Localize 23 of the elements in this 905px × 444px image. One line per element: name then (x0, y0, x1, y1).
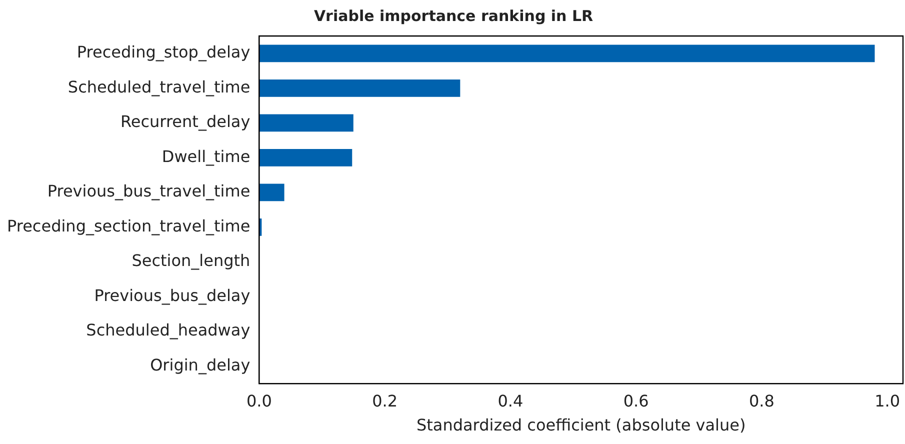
bar (259, 44, 875, 62)
y-tick-label: Section_length (132, 251, 250, 270)
x-tick-label: 0.6 (623, 391, 649, 410)
y-tick-label: Recurrent_delay (120, 112, 250, 132)
y-tick-label: Preceding_stop_delay (76, 42, 250, 62)
bar (259, 79, 460, 97)
y-tick-label: Origin_delay (150, 355, 250, 374)
x-tick-label: 0.8 (748, 391, 774, 410)
x-tick-label: 1.0 (874, 391, 900, 410)
y-tick-label: Scheduled_travel_time (68, 77, 250, 96)
y-tick-label: Preceding_section_travel_time (6, 216, 250, 236)
chart-title: Vriable importance ranking in LR (314, 6, 594, 25)
bar (259, 148, 352, 166)
y-tick-label: Dwell_time (162, 146, 250, 166)
x-axis-title: Standardized coefficient (absolute value) (416, 416, 746, 435)
y-tick-label: Previous_bus_delay (94, 286, 250, 305)
x-tick-label: 0.2 (372, 391, 398, 410)
x-tick-label: 0.0 (246, 391, 272, 410)
y-tick-label: Scheduled_headway (86, 320, 250, 340)
y-tick-label: Previous_bus_travel_time (47, 182, 250, 201)
x-tick-label: 0.4 (498, 391, 524, 410)
bar (259, 114, 354, 132)
bar (259, 184, 284, 202)
